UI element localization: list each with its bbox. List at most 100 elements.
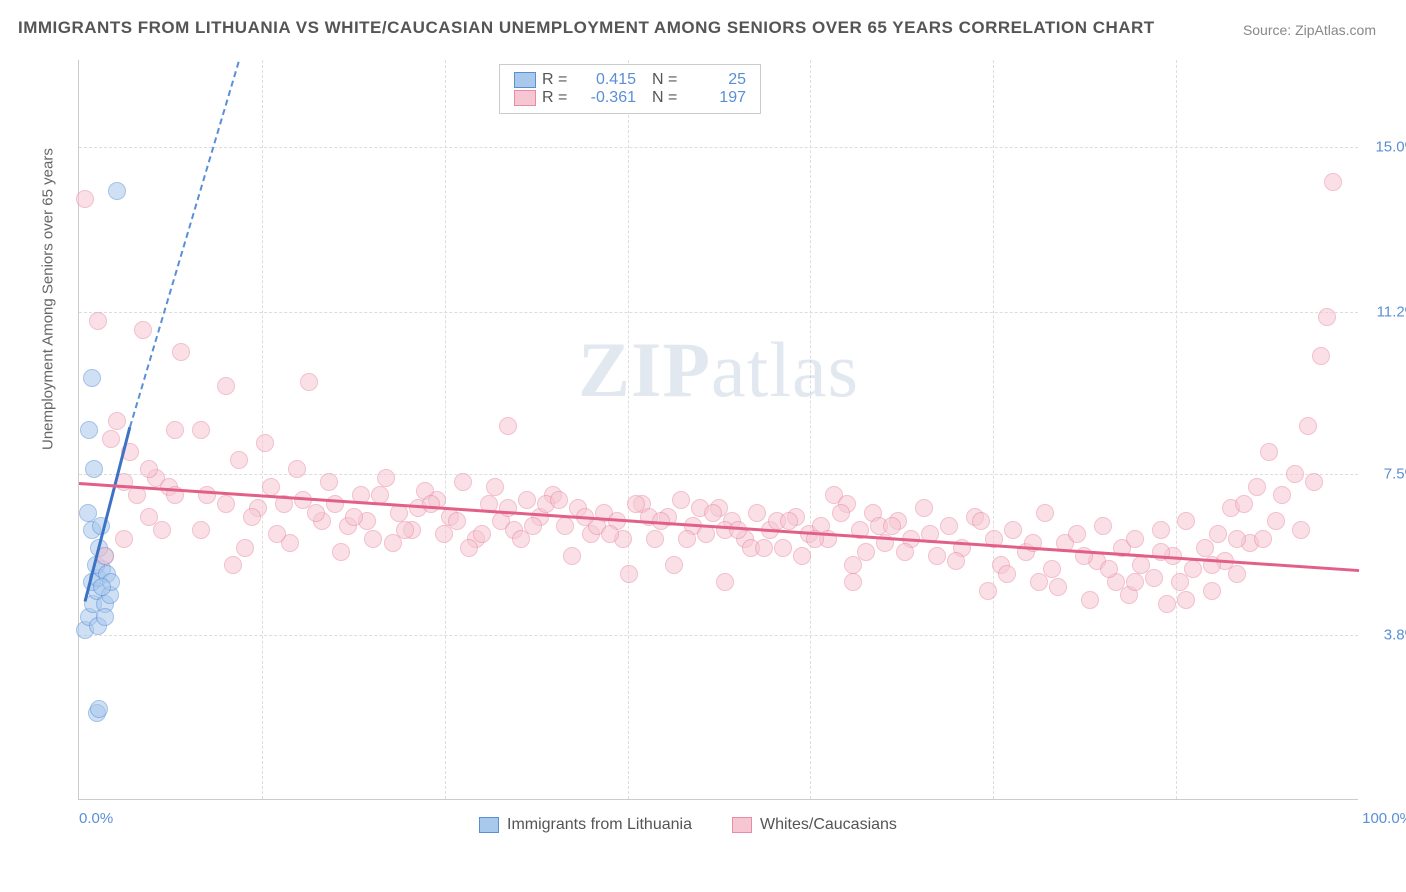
scatter-point-white xyxy=(307,504,325,522)
scatter-point-white xyxy=(1177,591,1195,609)
legend-r-value: -0.361 xyxy=(574,89,636,107)
scatter-point-white xyxy=(486,478,504,496)
scatter-point-white xyxy=(230,451,248,469)
scatter-point-white xyxy=(665,556,683,574)
legend-label: Whites/Caucasians xyxy=(760,816,897,834)
legend-swatch xyxy=(514,72,536,88)
scatter-point-white xyxy=(780,512,798,530)
scatter-point-white xyxy=(364,530,382,548)
scatter-point-white xyxy=(262,478,280,496)
scatter-point-white xyxy=(1286,465,1304,483)
scatter-point-lithuania xyxy=(108,182,126,200)
scatter-point-white xyxy=(1228,565,1246,583)
legend-swatch xyxy=(732,817,752,833)
scatter-point-white xyxy=(326,495,344,513)
legend-n-value: 25 xyxy=(684,71,746,89)
legend-item: Whites/Caucasians xyxy=(732,816,897,834)
scatter-point-white xyxy=(76,190,94,208)
scatter-point-white xyxy=(166,421,184,439)
scatter-point-white xyxy=(396,521,414,539)
scatter-point-white xyxy=(243,508,261,526)
scatter-point-white xyxy=(716,573,734,591)
y-tick-label: 15.0% xyxy=(1375,139,1406,156)
scatter-point-white xyxy=(115,530,133,548)
gridline-horizontal xyxy=(79,635,1358,636)
scatter-point-white xyxy=(774,539,792,557)
scatter-point-white xyxy=(1177,512,1195,530)
scatter-point-white xyxy=(556,517,574,535)
scatter-point-white xyxy=(947,552,965,570)
scatter-point-white xyxy=(550,491,568,509)
scatter-point-white xyxy=(601,525,619,543)
scatter-point-white xyxy=(563,547,581,565)
scatter-point-white xyxy=(473,525,491,543)
y-tick-label: 7.5% xyxy=(1384,465,1406,482)
scatter-point-white xyxy=(1126,573,1144,591)
legend-n-label: N = xyxy=(652,71,678,89)
scatter-point-white xyxy=(940,517,958,535)
scatter-point-white xyxy=(300,373,318,391)
scatter-point-white xyxy=(1145,569,1163,587)
scatter-point-white xyxy=(1126,530,1144,548)
scatter-point-white xyxy=(268,525,286,543)
scatter-point-white xyxy=(998,565,1016,583)
scatter-point-white xyxy=(844,573,862,591)
scatter-point-white xyxy=(332,543,350,561)
scatter-point-white xyxy=(1184,560,1202,578)
scatter-point-white xyxy=(140,508,158,526)
scatter-point-white xyxy=(140,460,158,478)
x-tick-min: 0.0% xyxy=(79,810,113,827)
watermark-bold: ZIP xyxy=(578,326,711,413)
gridline-vertical xyxy=(628,60,629,799)
scatter-point-white xyxy=(1094,517,1112,535)
scatter-point-white xyxy=(832,504,850,522)
scatter-point-white xyxy=(1228,530,1246,548)
scatter-point-white xyxy=(704,504,722,522)
legend-swatch xyxy=(514,90,536,106)
scatter-point-white xyxy=(448,512,466,530)
scatter-point-white xyxy=(1158,595,1176,613)
scatter-point-white xyxy=(524,517,542,535)
scatter-point-white xyxy=(1312,347,1330,365)
legend-r-label: R = xyxy=(542,71,568,89)
trend-line-dashed-lithuania xyxy=(129,61,240,427)
legend-n-label: N = xyxy=(652,89,678,107)
plot-area: ZIPatlas R =0.415N =25R =-0.361N =197 Im… xyxy=(78,60,1358,800)
gridline-horizontal xyxy=(79,147,1358,148)
scatter-point-lithuania xyxy=(85,460,103,478)
scatter-point-white xyxy=(1203,582,1221,600)
scatter-point-lithuania xyxy=(96,608,114,626)
legend-row-white: R =-0.361N =197 xyxy=(514,89,746,107)
legend-n-value: 197 xyxy=(684,89,746,107)
scatter-point-white xyxy=(377,469,395,487)
x-tick-max: 100.0% xyxy=(1362,810,1406,827)
chart-container: Unemployment Among Seniors over 65 years… xyxy=(48,50,1378,830)
scatter-point-white xyxy=(454,473,472,491)
source-value: ZipAtlas.com xyxy=(1295,22,1376,38)
scatter-point-white xyxy=(857,543,875,561)
scatter-point-white xyxy=(89,312,107,330)
scatter-point-white xyxy=(288,460,306,478)
scatter-point-white xyxy=(1049,578,1067,596)
scatter-point-white xyxy=(979,582,997,600)
scatter-point-white xyxy=(748,504,766,522)
scatter-point-white xyxy=(896,543,914,561)
legend-row-lithuania: R = 0.415 N = 25 xyxy=(514,71,746,89)
scatter-point-white xyxy=(1324,173,1342,191)
scatter-point-white xyxy=(256,434,274,452)
scatter-point-white xyxy=(320,473,338,491)
scatter-point-white xyxy=(192,521,210,539)
scatter-point-white xyxy=(1152,521,1170,539)
scatter-point-lithuania xyxy=(90,700,108,718)
legend-r-value: 0.415 xyxy=(574,71,636,89)
scatter-point-white xyxy=(153,521,171,539)
scatter-point-white xyxy=(1248,478,1266,496)
scatter-point-white xyxy=(1004,521,1022,539)
source-label: Source: xyxy=(1243,22,1291,38)
scatter-point-white xyxy=(172,343,190,361)
scatter-point-white xyxy=(345,508,363,526)
scatter-point-white xyxy=(1260,443,1278,461)
scatter-point-white xyxy=(518,491,536,509)
scatter-point-white xyxy=(755,539,773,557)
scatter-point-white xyxy=(627,495,645,513)
